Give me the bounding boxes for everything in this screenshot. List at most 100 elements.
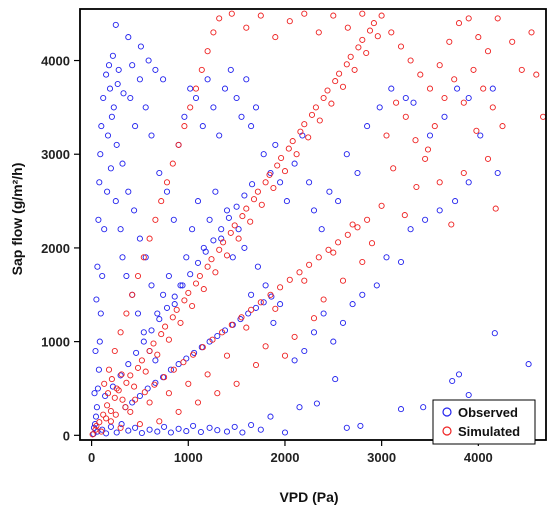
data-point: [150, 340, 157, 347]
data-point: [101, 226, 108, 233]
data-point: [140, 329, 147, 336]
data-point: [245, 310, 252, 317]
data-point: [142, 368, 149, 375]
data-point: [316, 117, 323, 124]
data-point: [325, 246, 332, 253]
x-tick-label: 3000: [367, 450, 396, 465]
data-point: [125, 188, 132, 195]
data-point: [183, 428, 190, 435]
data-point: [142, 254, 149, 261]
data-point: [221, 85, 229, 92]
data-point: [393, 99, 400, 106]
data-point: [91, 390, 98, 397]
data-point: [122, 404, 129, 411]
data-point: [192, 280, 200, 287]
data-point: [106, 85, 114, 92]
data-point: [252, 361, 260, 369]
series-observed: [90, 21, 532, 437]
data-point: [175, 141, 182, 148]
data-point: [190, 351, 197, 358]
data-point: [94, 263, 101, 270]
data-point: [100, 411, 107, 418]
data-point: [368, 240, 376, 247]
data-point: [142, 104, 149, 111]
data-point: [187, 85, 194, 92]
data-point: [270, 184, 277, 192]
data-point: [359, 291, 366, 298]
data-point: [223, 207, 231, 214]
data-point: [491, 330, 498, 337]
data-point: [141, 389, 148, 396]
data-point: [344, 24, 351, 31]
x-tick-label: 0: [88, 450, 95, 465]
data-point: [169, 160, 176, 167]
x-axis: 0 1000 2000 3000 4000: [88, 440, 493, 465]
data-point: [248, 291, 255, 298]
data-point: [134, 310, 142, 317]
data-point: [366, 27, 374, 34]
data-point: [262, 343, 269, 350]
data-point: [460, 169, 467, 177]
data-point: [146, 347, 153, 355]
data-point: [92, 347, 99, 355]
data-point: [260, 299, 267, 306]
data-point: [320, 296, 327, 303]
data-point: [132, 123, 139, 130]
data-point: [330, 12, 337, 19]
data-point: [227, 229, 234, 236]
data-point: [475, 34, 482, 41]
data-point: [181, 123, 188, 130]
data-point: [233, 380, 240, 387]
data-point: [315, 254, 322, 261]
data-point: [185, 289, 192, 296]
data-point: [383, 132, 390, 139]
data-point: [118, 421, 125, 428]
x-axis-title: VPD (Pa): [279, 489, 338, 505]
data-point: [354, 224, 361, 231]
data-point: [397, 406, 405, 413]
data-point: [146, 235, 153, 242]
data-point: [383, 254, 390, 261]
data-point: [160, 291, 167, 298]
data-point: [134, 272, 142, 280]
data-point: [154, 351, 161, 358]
data-point: [190, 422, 197, 429]
data-point: [257, 12, 264, 19]
data-point: [136, 76, 143, 83]
data-point: [326, 188, 333, 195]
data-point: [281, 352, 289, 359]
data-point: [216, 246, 223, 253]
data-point: [129, 291, 136, 298]
data-point: [454, 85, 461, 92]
data-point: [183, 355, 190, 362]
data-point: [120, 90, 127, 97]
data-point: [200, 244, 207, 251]
data-point: [455, 20, 463, 27]
data-point: [470, 66, 477, 73]
data-point: [204, 48, 211, 55]
data-point: [136, 421, 143, 428]
data-point: [148, 282, 155, 289]
data-point: [313, 400, 320, 407]
data-point: [465, 179, 472, 186]
data-point: [152, 357, 159, 364]
data-point: [241, 192, 248, 199]
data-point: [235, 226, 242, 233]
data-point: [494, 169, 501, 177]
y-tick-label: 1000: [41, 335, 70, 350]
data-point: [339, 277, 347, 284]
data-point: [272, 305, 279, 312]
data-point: [125, 427, 132, 434]
data-point: [477, 132, 484, 139]
data-point: [229, 254, 236, 261]
data-point: [145, 57, 152, 64]
data-point: [364, 123, 371, 130]
data-point: [104, 132, 112, 139]
y-tick-label: 4000: [41, 54, 70, 69]
data-point: [177, 319, 184, 326]
data-point: [330, 338, 337, 345]
data-point: [105, 62, 113, 69]
data-point: [138, 429, 145, 437]
data-point: [107, 165, 114, 172]
